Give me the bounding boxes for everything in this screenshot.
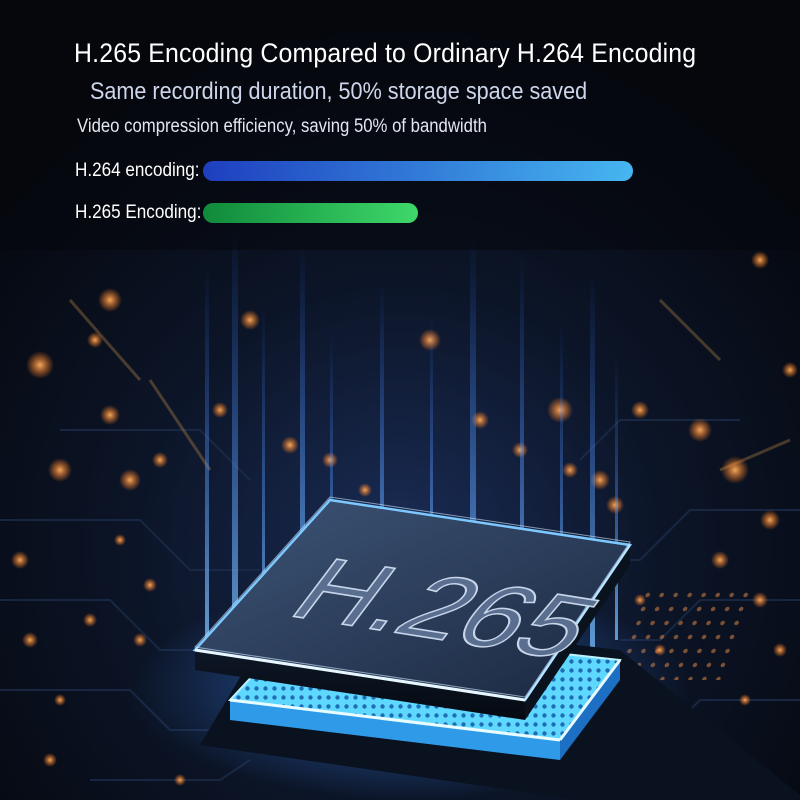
bokeh-light	[48, 458, 72, 482]
bokeh-light	[358, 483, 372, 497]
bokeh-light	[133, 633, 147, 647]
bokeh-light	[26, 351, 54, 379]
bokeh-light	[240, 310, 260, 330]
bokeh-light	[143, 578, 157, 592]
bokeh-light	[739, 694, 751, 706]
page-subtitle: Same recording duration, 50% storage spa…	[90, 78, 588, 105]
bar-fill-h264	[203, 161, 633, 181]
bokeh-light	[562, 462, 578, 478]
bokeh-light	[100, 405, 120, 425]
bokeh-light	[721, 456, 749, 484]
bar-track-h265	[203, 203, 633, 223]
bokeh-light	[54, 694, 66, 706]
bar-fill-h265	[203, 203, 418, 223]
bokeh-light	[83, 613, 97, 627]
bokeh-light	[688, 418, 712, 442]
bokeh-light	[43, 753, 57, 767]
bokeh-light	[212, 402, 228, 418]
bar-label-h264: H.264 encoding:	[75, 160, 200, 181]
bokeh-light	[22, 632, 38, 648]
bokeh-light	[114, 534, 126, 546]
header: H.265 Encoding Compared to Ordinary H.26…	[0, 0, 800, 260]
bar-track-h264	[203, 161, 633, 181]
bar-label-h265: H.265 Encoding:	[75, 202, 202, 223]
bokeh-light	[119, 469, 141, 491]
bokeh-light	[631, 401, 649, 419]
bokeh-light	[11, 551, 29, 569]
chip-body: H.265	[192, 496, 633, 720]
bokeh-light	[773, 643, 787, 657]
bokeh-light	[174, 774, 186, 786]
bokeh-light	[87, 332, 103, 348]
bokeh-light	[752, 592, 768, 608]
page-caption: Video compression efficiency, saving 50%…	[77, 116, 487, 137]
bokeh-light	[634, 594, 646, 606]
bokeh-light	[782, 362, 798, 378]
bokeh-light	[98, 288, 122, 312]
bokeh-light	[152, 452, 168, 468]
page-title: H.265 Encoding Compared to Ordinary H.26…	[74, 38, 697, 68]
bokeh-light	[281, 436, 299, 454]
bokeh-light	[711, 551, 729, 569]
bokeh-light	[751, 251, 769, 269]
bokeh-light	[760, 510, 780, 530]
